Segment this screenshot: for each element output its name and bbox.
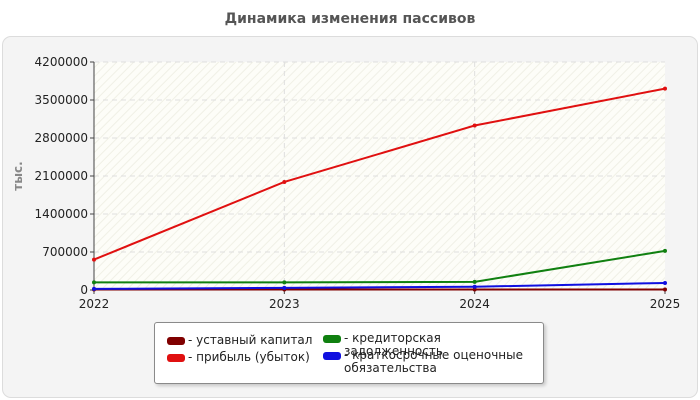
legend: - уставный капитал - прибыль (убыток) - … — [154, 322, 544, 384]
legend-label: - уставный капитал — [188, 333, 313, 347]
x-tick-label: 2025 — [650, 297, 681, 311]
legend-swatch — [323, 352, 341, 360]
data-point — [282, 280, 287, 285]
plot-area — [94, 62, 665, 290]
x-tick-label: 2024 — [459, 297, 490, 311]
data-point — [472, 279, 477, 284]
y-tick-label: 4200000 — [35, 55, 88, 69]
series-line — [93, 281, 666, 290]
legend-item: - прибыль (убыток) — [167, 351, 310, 364]
series-line — [94, 249, 666, 284]
data-point — [472, 284, 477, 289]
y-tick-label: 2800000 — [35, 131, 88, 145]
y-tick-label: 1400000 — [35, 207, 88, 221]
series-line — [93, 87, 666, 261]
x-tick-label: 2022 — [79, 297, 110, 311]
data-point — [92, 280, 96, 285]
y-tick-label: 3500000 — [35, 93, 88, 107]
data-point — [92, 286, 96, 291]
legend-label: - кредиторская задолженность — [344, 331, 443, 358]
data-point — [663, 280, 667, 285]
data-point — [663, 86, 667, 91]
legend-swatch — [323, 335, 341, 343]
legend-swatch — [167, 337, 185, 345]
legend-item: - краткосрочные оценочные обязательства — [323, 349, 523, 375]
data-point — [663, 287, 667, 292]
x-tick-label: 2023 — [269, 297, 300, 311]
data-point — [282, 285, 287, 290]
legend-label: - краткосрочные оценочные обязательства — [344, 348, 523, 375]
grid-lines — [94, 61, 665, 290]
legend-item: - кредиторская задолженность — [323, 332, 543, 358]
y-tick-label: 2100000 — [35, 169, 88, 183]
data-point — [472, 123, 477, 128]
data-point — [282, 179, 287, 184]
chart-title: Динамика изменения пассивов — [224, 11, 476, 27]
tick-labels: 0 700000 1400000 2100000 2800000 3500000 42000… — [35, 55, 681, 311]
data-point — [92, 257, 96, 262]
y-tick-label: 700000 — [42, 245, 88, 259]
y-axis-label: тыс. — [11, 161, 25, 190]
legend-swatch — [167, 354, 185, 362]
legend-label: - прибыль (убыток) — [188, 350, 310, 364]
y-tick-label: 0 — [80, 283, 88, 297]
series-lines — [92, 86, 667, 292]
legend-item: - уставный капитал — [167, 334, 312, 347]
data-point — [663, 248, 667, 253]
